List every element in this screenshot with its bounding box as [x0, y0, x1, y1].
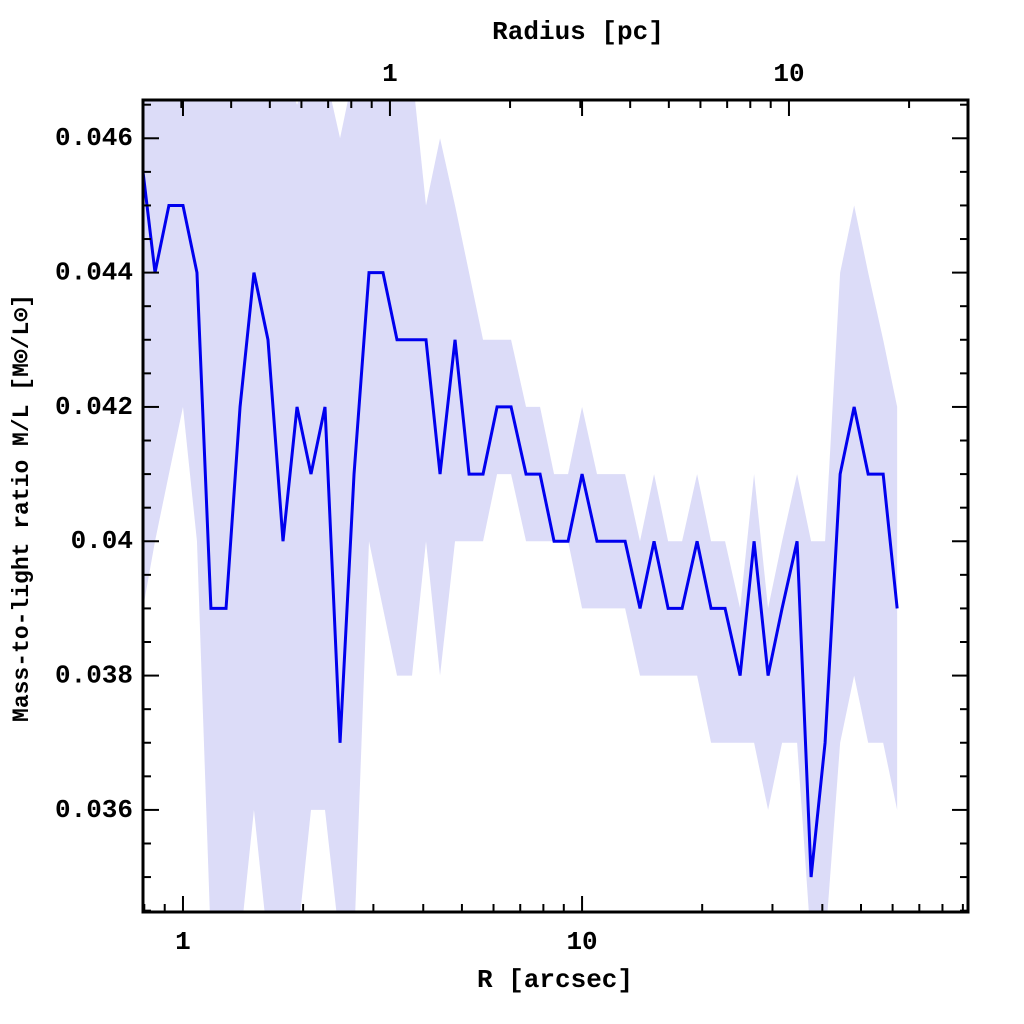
- y-axis-label: Mass-to-light ratio M/L [M⊙/L⊙]: [9, 294, 35, 722]
- x-tick-label: 1: [175, 927, 191, 957]
- y-tick-label: 0.038: [55, 660, 133, 690]
- y-tick-label: 0.044: [55, 257, 133, 287]
- error-band: [143, 100, 898, 912]
- plot-frame: [141, 98, 970, 914]
- data-line: [143, 171, 899, 878]
- top-tick-label: 10: [773, 59, 804, 89]
- y-tick-label: 0.04: [71, 526, 133, 556]
- y-tick-label: 0.036: [55, 795, 133, 825]
- x-axis-label: R [arcsec]: [477, 965, 633, 995]
- top-axis-label: Radius [pc]: [492, 17, 664, 47]
- x-tick-label: 10: [566, 927, 597, 957]
- y-tick-label: 0.046: [55, 123, 133, 153]
- top-tick-label: 1: [382, 59, 398, 89]
- y-tick-label: 0.042: [55, 392, 133, 422]
- plot-area: [143, 100, 899, 912]
